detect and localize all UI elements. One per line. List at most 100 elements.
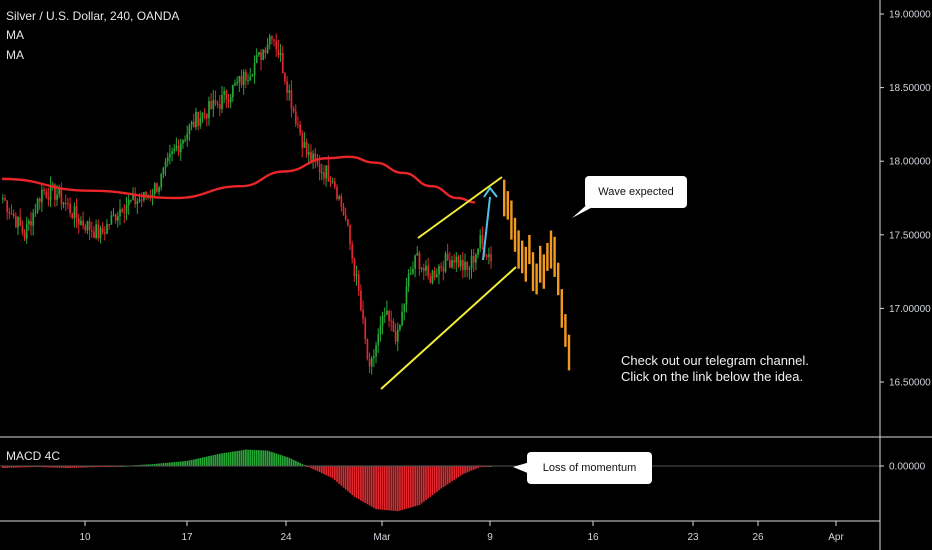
macd-bar xyxy=(464,466,466,474)
macd-bar xyxy=(301,463,304,466)
macd-histogram xyxy=(2,449,492,512)
macd-bar xyxy=(203,457,206,466)
candle xyxy=(325,165,328,179)
macd-axis[interactable]: 0.00000 xyxy=(880,462,926,473)
candle xyxy=(56,194,58,200)
wave-arrow-icon xyxy=(482,186,498,261)
candle xyxy=(381,315,384,326)
candle xyxy=(184,139,186,141)
macd-bar xyxy=(88,466,91,468)
macd-bar xyxy=(93,466,95,468)
macd-bar xyxy=(436,466,438,492)
macd-bar xyxy=(186,460,189,466)
macd-bar xyxy=(227,452,230,466)
candle xyxy=(30,220,32,226)
candle xyxy=(171,151,173,154)
macd-bar xyxy=(258,450,260,466)
candle xyxy=(301,133,304,148)
candle xyxy=(177,145,180,152)
macd-bar xyxy=(195,458,197,466)
macd-bar xyxy=(381,466,384,510)
candle xyxy=(73,206,76,218)
candle xyxy=(4,198,6,201)
macd-bar xyxy=(173,462,176,466)
macd-bar xyxy=(138,464,141,466)
macd-bar xyxy=(242,449,245,466)
price-tick-label: 19.00000 xyxy=(889,10,931,21)
candle xyxy=(199,118,202,126)
projection-bar xyxy=(542,254,545,289)
candle xyxy=(271,36,273,40)
macd-bar xyxy=(234,451,236,466)
candle xyxy=(294,111,297,124)
macd-bar xyxy=(45,466,48,468)
projection-bar xyxy=(539,245,542,283)
candle xyxy=(329,180,332,183)
candle xyxy=(470,255,473,269)
candle xyxy=(431,270,434,283)
candle xyxy=(277,49,280,56)
candle xyxy=(95,224,98,238)
macd-bar xyxy=(433,466,436,494)
candle xyxy=(192,121,195,128)
candle xyxy=(307,152,310,155)
macd-bar xyxy=(347,466,349,492)
macd-bar xyxy=(6,466,9,468)
ma-legend-2[interactable]: MA xyxy=(6,48,24,62)
macd-bar xyxy=(210,455,213,466)
macd-bar xyxy=(307,466,310,468)
projection-bar xyxy=(524,246,527,282)
candle xyxy=(433,270,436,278)
symbol-legend[interactable]: Silver / U.S. Dollar, 240, OANDA xyxy=(6,9,180,23)
macd-bar xyxy=(422,466,425,502)
macd-bar xyxy=(84,466,87,468)
macd-bar xyxy=(145,464,147,466)
time-tick-label: Mar xyxy=(373,532,391,543)
macd-bar xyxy=(366,466,369,505)
projection-bar xyxy=(510,200,513,240)
candle xyxy=(366,339,369,360)
time-axis[interactable]: 10 17 24 Mar 9 16 23 26 Apr xyxy=(79,521,844,543)
candle xyxy=(214,100,217,104)
macd-bar xyxy=(353,466,356,497)
candle xyxy=(8,212,11,214)
macd-bar xyxy=(409,466,412,508)
macd-bar xyxy=(249,449,252,466)
macd-bar xyxy=(370,466,373,507)
macd-bar xyxy=(41,466,43,468)
macd-bar xyxy=(470,466,473,471)
macd-bar xyxy=(360,466,362,501)
candle xyxy=(412,268,414,274)
time-tick-label: 23 xyxy=(687,532,699,543)
candle xyxy=(258,52,260,56)
candle xyxy=(101,228,104,233)
ma-legend-1[interactable]: MA xyxy=(6,28,24,42)
candle xyxy=(444,253,447,272)
candle xyxy=(373,356,375,359)
candle xyxy=(127,199,130,206)
macd-bar xyxy=(251,449,254,466)
channel-lines[interactable] xyxy=(380,176,517,390)
candle xyxy=(112,214,115,216)
macd-bar xyxy=(451,466,453,482)
macd-bar xyxy=(318,466,321,473)
loss-of-momentum-callout[interactable]: Loss of momentum xyxy=(527,452,652,484)
candle xyxy=(255,55,258,64)
macd-bar xyxy=(190,459,193,466)
candle xyxy=(290,90,293,109)
price-axis[interactable]: 19.00000 18.50000 18.00000 17.50000 17.00000… xyxy=(880,10,931,389)
candle xyxy=(368,359,371,367)
macd-bar xyxy=(446,466,449,485)
candle xyxy=(288,90,291,93)
candle xyxy=(364,318,367,340)
macd-bar xyxy=(459,466,462,476)
candle xyxy=(140,199,143,201)
macd-legend[interactable]: MACD 4C xyxy=(6,449,61,463)
wave-expected-callout[interactable]: Wave expected xyxy=(585,176,687,208)
projection-bar xyxy=(528,234,531,265)
candle xyxy=(449,260,451,268)
macd-bar xyxy=(407,466,410,509)
callout-pointers xyxy=(513,202,602,474)
macd-bar xyxy=(284,456,286,466)
